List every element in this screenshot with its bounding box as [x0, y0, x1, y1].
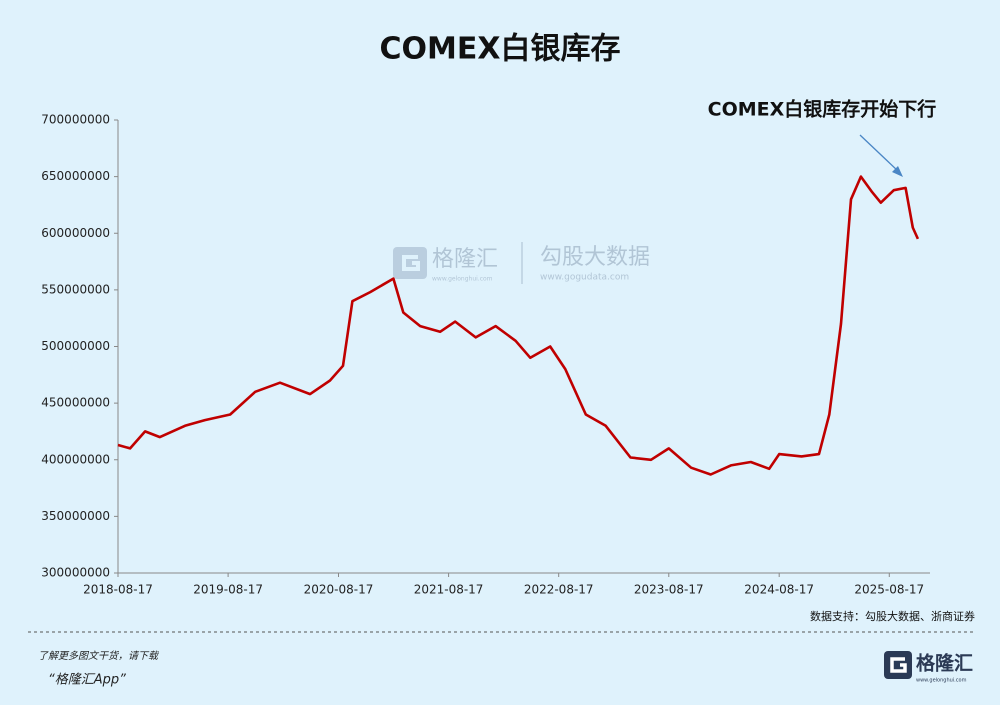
axes: 300000000 350000000 400000000 450000000 5000…	[41, 113, 930, 597]
footer-logo-url: www.gelonghui.com	[916, 678, 967, 684]
x-tick-label: 2020-08-17	[304, 583, 374, 597]
x-tick-label: 2021-08-17	[414, 583, 484, 597]
annotation: COMEX白银库存开始下行	[708, 98, 937, 121]
footer-app: “格隆汇App”	[48, 673, 126, 688]
annotation-arrow	[859, 134, 899, 172]
x-tick-label: 2018-08-17	[83, 583, 153, 597]
footer-logo	[884, 651, 912, 679]
watermark-partner: 勾股大数据	[540, 245, 650, 270]
y-tick-label: 300000000	[41, 566, 110, 580]
x-tick-label: 2024-08-17	[744, 583, 814, 597]
x-tick-label: 2022-08-17	[524, 583, 594, 597]
y-tick-label: 650000000	[41, 169, 110, 183]
y-tick-label: 350000000	[41, 509, 110, 523]
footer-prompt: 了解更多图文干货，请下载	[38, 650, 160, 662]
y-tick-label: 400000000	[41, 452, 110, 466]
chart-title: COMEX白银库存	[380, 32, 621, 67]
x-tick-label: 2019-08-17	[193, 583, 263, 597]
watermark: 格隆汇 www.gelonghui.com 勾股大数据 www.gogudata…	[393, 242, 650, 284]
x-tick-label: 2023-08-17	[634, 583, 704, 597]
y-tick-label: 550000000	[41, 282, 110, 296]
watermark-logo	[393, 247, 427, 279]
watermark-brand-url: www.gelonghui.com	[432, 276, 493, 283]
y-tick-label: 700000000	[41, 113, 110, 127]
watermark-logo-mark	[402, 255, 420, 271]
source: 数据支持：勾股大数据、浙商证券	[810, 609, 975, 623]
y-tick-label: 500000000	[41, 339, 110, 353]
footer-logo-text: 格隆汇	[916, 652, 973, 675]
watermark-partner-url: www.gogudata.com	[540, 273, 629, 283]
annotation-arrowhead	[892, 166, 903, 177]
data-line	[117, 175, 920, 476]
y-tick-label: 450000000	[41, 396, 110, 410]
watermark-brand: 格隆汇	[432, 247, 498, 272]
y-tick-label: 600000000	[41, 226, 110, 240]
footer-logo-mark	[890, 657, 907, 673]
x-tick-label: 2025-08-17	[854, 583, 924, 597]
